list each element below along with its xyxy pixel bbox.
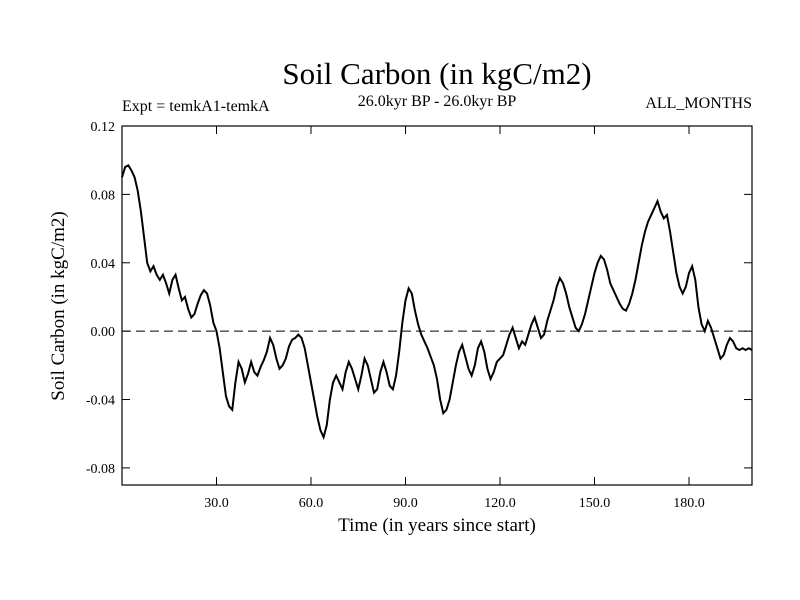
x-axis-label: Time (in years since start) (338, 515, 536, 536)
x-tick-label: 90.0 (393, 496, 418, 511)
y-tick-label: 0.04 (91, 257, 116, 272)
y-tick-label: -0.08 (86, 462, 115, 477)
y-axis-ticks: 0.12 0.08 0.04 0.00 -0.04 -0.08 (86, 120, 752, 477)
x-axis-ticks: 30.0 60.0 90.0 120.0 150.0 180.0 (204, 126, 705, 511)
x-tick-label: 30.0 (204, 496, 229, 511)
experiment-label: Expt = temkA1-temkA (122, 98, 270, 115)
months-label: ALL_MONTHS (645, 95, 752, 112)
chart-title: Soil Carbon (in kgC/m2) (282, 56, 591, 91)
x-tick-label: 120.0 (484, 496, 516, 511)
y-tick-label: 0.12 (91, 120, 116, 135)
soil-carbon-series-line (121, 163, 753, 441)
period-label: 26.0kyr BP - 26.0kyr BP (358, 93, 517, 110)
x-tick-label: 60.0 (299, 496, 324, 511)
y-axis-label: Soil Carbon (in kgC/m2) (48, 211, 69, 400)
x-tick-label: 180.0 (673, 496, 705, 511)
y-tick-label: 0.00 (91, 325, 116, 340)
plot-frame (121, 125, 753, 486)
y-tick-label: 0.08 (91, 188, 116, 203)
y-tick-label: -0.04 (86, 394, 115, 409)
x-tick-label: 150.0 (579, 496, 611, 511)
